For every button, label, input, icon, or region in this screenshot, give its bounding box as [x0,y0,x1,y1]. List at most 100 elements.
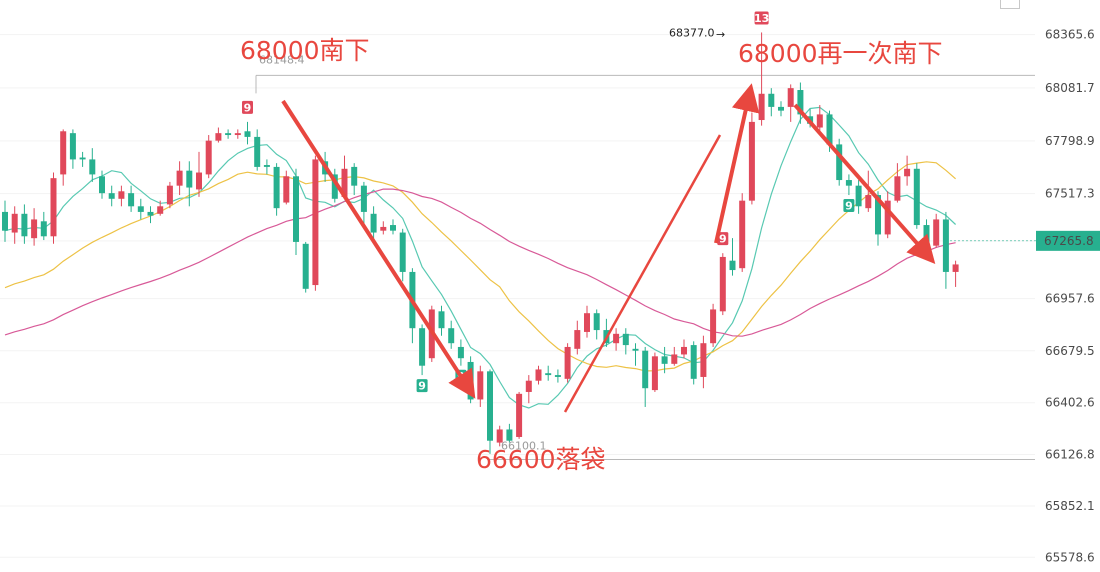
candle [360,181,367,226]
candle [467,356,474,404]
candle [671,346,678,366]
candle-body [69,133,76,160]
candle-body [739,200,746,269]
candle-body [331,174,338,199]
candle-body [564,346,571,379]
candle [11,206,18,244]
candle [351,163,358,196]
candle [710,303,717,347]
candle-body [79,157,86,160]
candle-body [399,232,406,272]
candle-body [263,165,270,167]
candle [50,172,57,244]
candle-body [681,346,687,355]
candle-body [205,140,212,175]
candle [739,193,746,272]
candle [60,129,67,186]
candle-body [584,313,590,332]
candle [196,151,202,197]
candle-body [477,371,484,400]
candle [157,200,164,216]
y-tick-label: 65852.1 [1045,499,1095,513]
candle-body [99,176,105,194]
candle-body [225,133,232,136]
candle-body [651,356,658,391]
candle [419,324,426,376]
candle-body [516,393,523,437]
ma-slow-line [4,188,956,337]
candle [477,365,484,407]
candle-body [923,225,930,246]
candle-body [496,429,503,443]
candle [613,328,620,351]
candle-body [137,206,144,212]
candle [302,241,309,293]
candle [748,112,755,205]
candle [622,328,629,355]
candle-body [816,114,823,128]
candle [448,320,455,349]
candle [632,343,639,366]
candle-body [787,88,794,107]
candle [128,185,135,212]
candle [690,341,697,385]
y-tick-label: 65578.6 [1045,550,1095,564]
candle-body [593,313,600,331]
ma-fast-line [4,106,957,409]
candle-body [826,114,833,145]
candle [21,204,28,244]
candle [205,135,212,179]
candle [904,155,911,186]
candle-body [11,213,18,233]
y-tick-label: 66402.6 [1045,396,1095,410]
candle [186,161,193,207]
candle [341,155,348,197]
candle-body [50,178,57,237]
candle [137,198,144,220]
y-tick-label: 68081.7 [1045,81,1095,95]
candle-body [457,346,464,359]
corner-toggle[interactable] [1000,0,1020,9]
candle-body [186,170,193,188]
high-label: 68377.0 [669,26,715,39]
candle-body [875,195,881,235]
candle-body [933,219,940,246]
candle [933,213,940,248]
candle [166,181,173,209]
candle [370,206,377,239]
count-marker: 9 [843,199,855,213]
candle-body [351,166,358,186]
candle-body [89,159,96,175]
candle-body [419,328,426,366]
candle-body [758,93,765,121]
candle-body [283,176,290,203]
candle-body [196,172,202,190]
candle-body [855,185,862,207]
candle [836,138,843,186]
candle [79,151,86,167]
candle [564,343,571,383]
annotation-bottom: 66600落袋 [476,445,606,474]
candle-body [254,136,261,167]
candle-body [661,356,668,364]
trend-arrow-down-1 [281,99,476,399]
y-tick-label: 66126.8 [1045,447,1095,461]
candle [244,121,251,145]
candle-body [671,354,678,364]
moving-averages [4,106,957,409]
candle [661,346,668,374]
candle-body [380,226,387,231]
candle-body [700,343,707,377]
count-marker-label: 9 [845,200,853,213]
candle [651,352,658,392]
candle [176,161,183,196]
candle-body [467,361,474,400]
y-tick-label: 67517.3 [1045,187,1095,201]
candle [234,129,241,139]
candle [215,127,222,143]
price-labels: 68148.4 66100.1 68377.0 → [259,26,725,452]
candle-body [942,219,949,272]
annotation-right-top: 68000再一次南下 [738,39,943,68]
candle-body [293,176,299,242]
